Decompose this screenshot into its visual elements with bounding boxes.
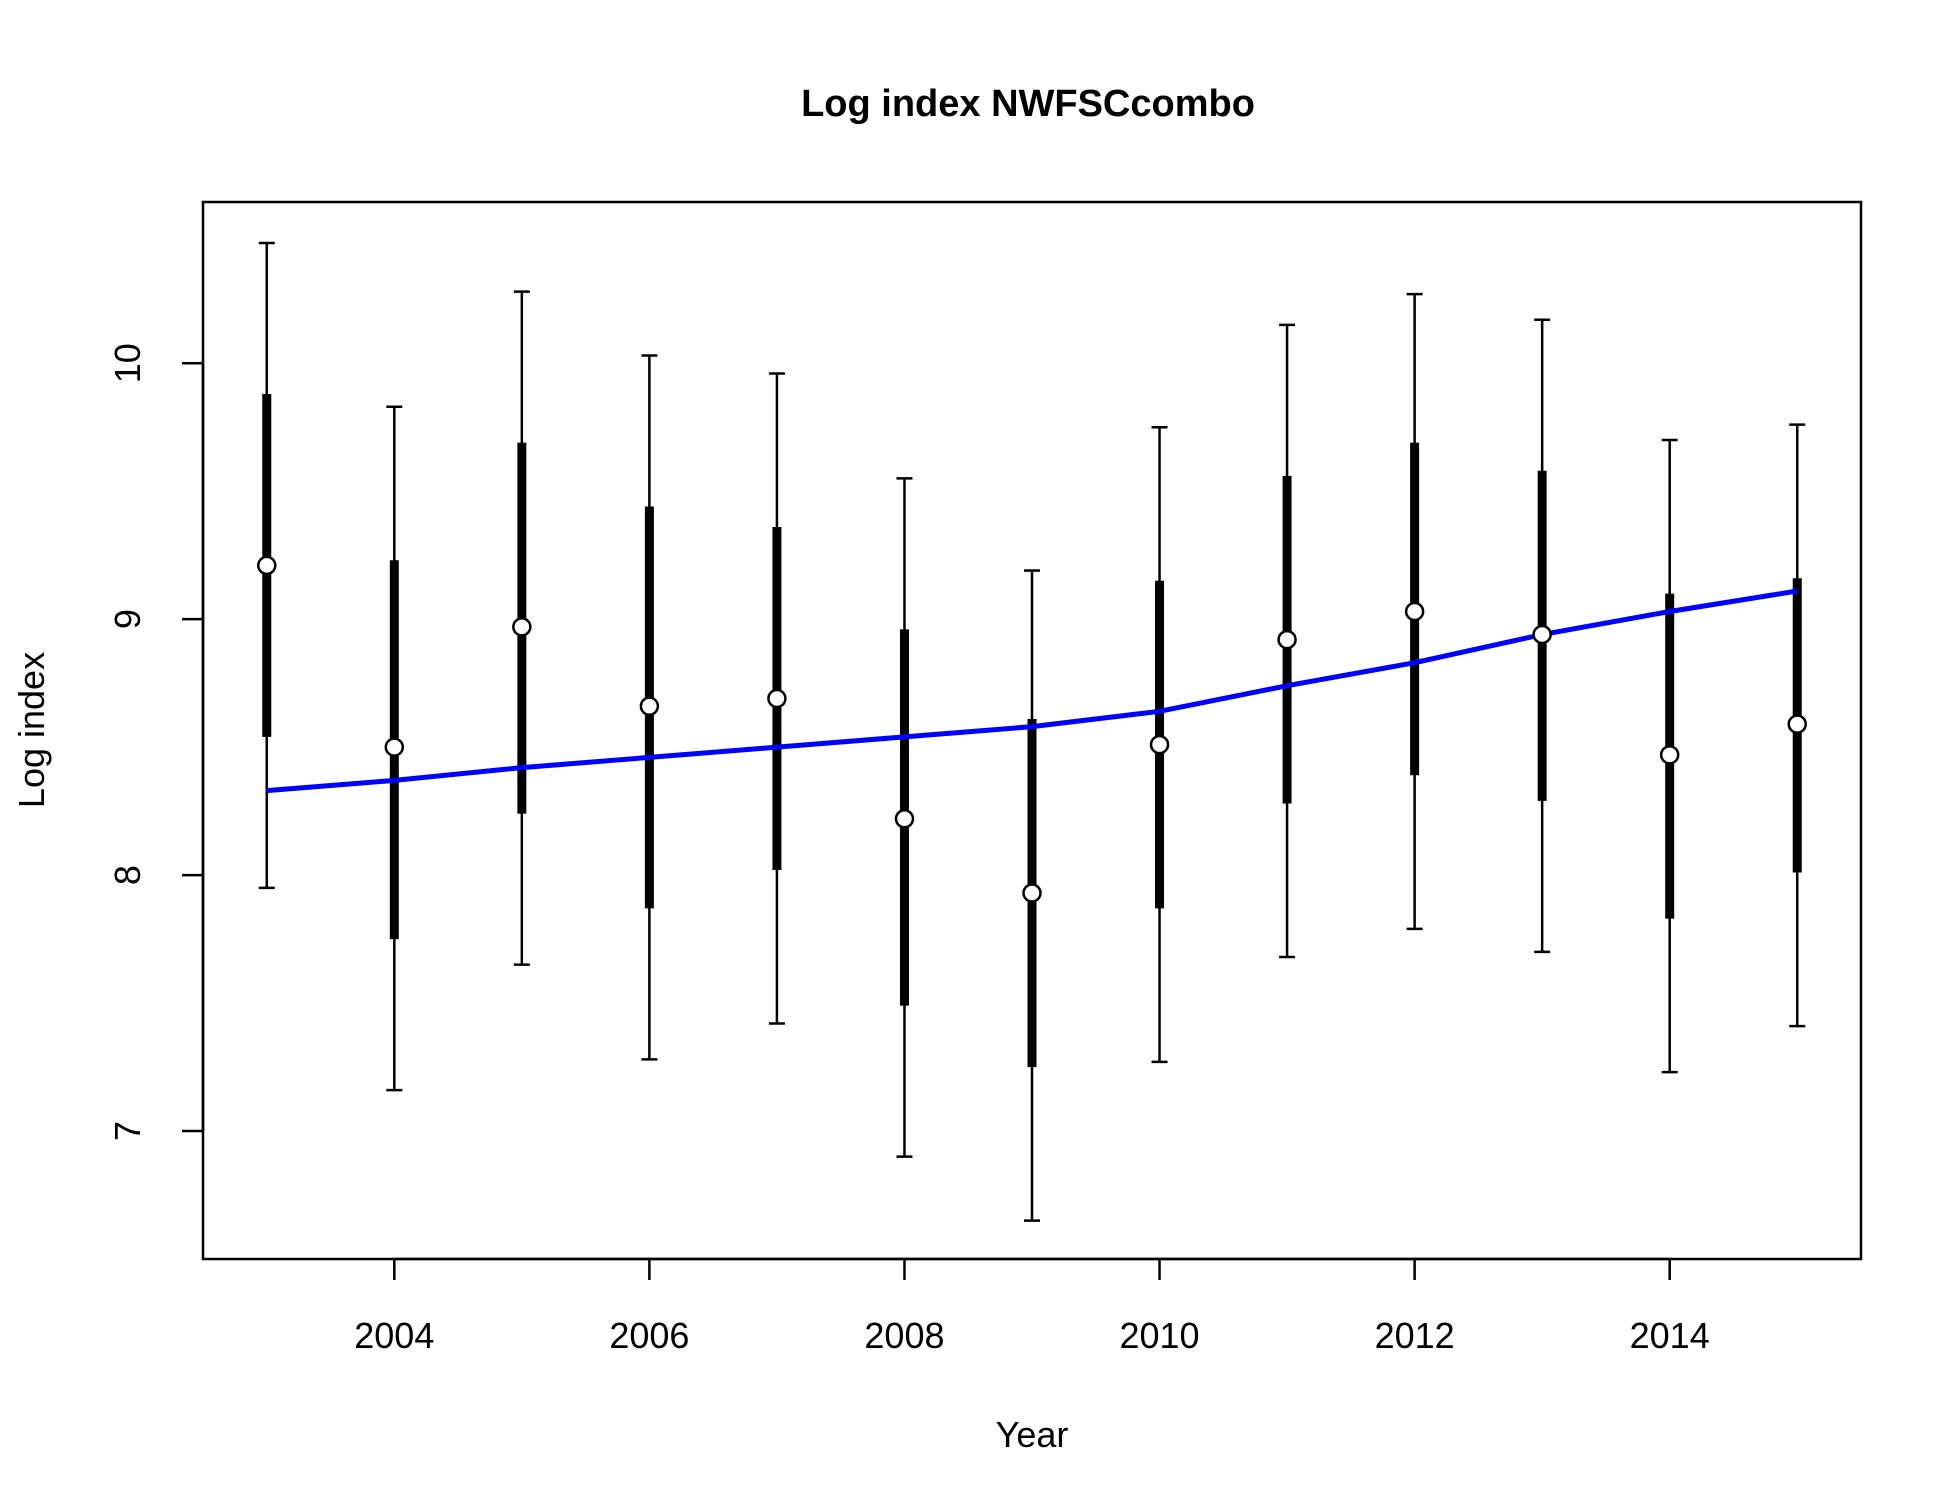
- x-tick-label: 2010: [1119, 1315, 1199, 1356]
- observed-points: [257, 555, 1807, 903]
- x-tick-label: 2012: [1375, 1315, 1455, 1356]
- x-tick-label: 2006: [609, 1315, 689, 1356]
- y-tick-label: 9: [107, 609, 148, 629]
- observed-point: [1149, 734, 1170, 755]
- y-tick-label: 10: [107, 343, 148, 383]
- observed-point: [257, 555, 277, 576]
- observed-point: [1404, 601, 1425, 622]
- observed-point: [1787, 714, 1807, 734]
- x-tick-label: 2014: [1630, 1315, 1710, 1356]
- x-tick-label: 2004: [354, 1315, 434, 1356]
- error-bars: [258, 241, 1806, 1222]
- y-axis-label: Log index: [11, 652, 52, 808]
- x-axis: 2004 2006 2008 2010 2012 2014: [354, 1257, 1710, 1356]
- observed-point: [1659, 745, 1680, 765]
- y-tick-label: 8: [107, 865, 148, 885]
- observed-point: [639, 696, 660, 716]
- x-axis-label: Year: [996, 1414, 1069, 1455]
- observed-point: [1277, 629, 1297, 650]
- observed-point: [512, 617, 532, 637]
- observed-point: [767, 688, 787, 709]
- x-tick-label: 2008: [864, 1315, 944, 1356]
- observed-point: [1022, 883, 1042, 903]
- y-tick-label: 7: [107, 1121, 148, 1141]
- y-axis: 7 8 9 10: [107, 343, 205, 1141]
- observed-point: [1532, 624, 1552, 645]
- observed-point: [894, 809, 915, 829]
- observed-point: [384, 737, 405, 757]
- chart-title: Log index NWFSCcombo: [801, 83, 1255, 125]
